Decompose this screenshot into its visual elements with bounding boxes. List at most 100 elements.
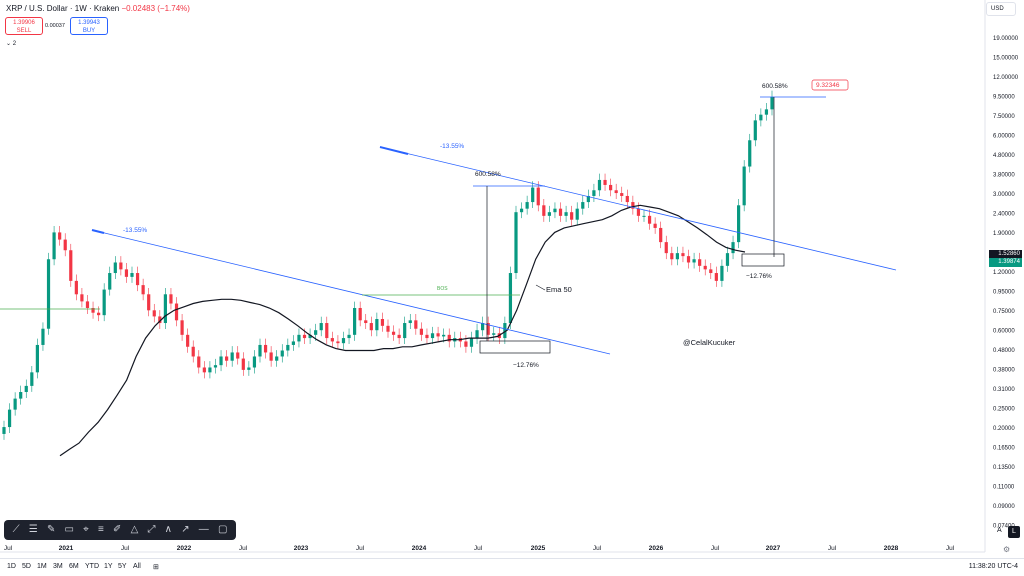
candle-body	[124, 269, 129, 277]
timeframe-all[interactable]: All	[133, 563, 141, 570]
candle-body	[2, 427, 6, 434]
trend-line-icon[interactable]: ⟋	[12, 524, 20, 535]
y-tick-label: 3.00000	[993, 192, 1015, 198]
x-tick-label: 2022	[177, 545, 192, 552]
candle-body	[742, 166, 746, 206]
target-price-label: 9.32346	[816, 82, 840, 89]
candle-body	[24, 385, 28, 393]
candle-body	[653, 223, 657, 228]
hline-icon[interactable]: —	[198, 524, 209, 535]
candle-body	[419, 328, 423, 335]
arrow-icon[interactable]: ↗	[181, 524, 190, 535]
shapes-icon[interactable]: △	[130, 524, 139, 535]
indicators-toggle[interactable]: ⌄ 2	[6, 40, 16, 47]
candle-body	[97, 312, 101, 316]
line-icon[interactable]: ∧	[164, 524, 172, 535]
candle-body	[152, 310, 156, 317]
rect-icon[interactable]: ▢	[217, 524, 228, 535]
candle-body	[592, 190, 596, 196]
candle-body	[213, 365, 218, 368]
fib-icon[interactable]: ☰	[28, 524, 38, 535]
clock: 11:38:20 UTC-4	[968, 563, 1018, 570]
timeframe-1y[interactable]: 1Y	[104, 563, 113, 570]
candle-body	[681, 253, 685, 257]
sell-button[interactable]: 1.39906 SELL	[5, 17, 43, 35]
trendline-upper-anchor	[379, 146, 409, 155]
candle-body	[486, 323, 490, 335]
timeframe-5y[interactable]: 5Y	[118, 563, 127, 570]
candle-body	[30, 372, 34, 386]
candle-body	[74, 280, 78, 295]
currency-button[interactable]: USD	[986, 2, 1016, 16]
y-tick-label: 3.80000	[993, 173, 1015, 179]
x-tick-label: Jul	[121, 545, 130, 552]
pattern-icon[interactable]: ⌖	[83, 524, 89, 535]
candle-body	[397, 334, 401, 339]
measure-icon[interactable]: ✐	[113, 524, 122, 535]
candle-body	[531, 187, 535, 203]
x-tick-label: Jul	[593, 545, 602, 552]
timeframe-1d[interactable]: 1D	[7, 563, 16, 570]
candle-body	[636, 208, 641, 216]
candle-body	[341, 338, 346, 344]
buy-price: 1.39943	[78, 20, 100, 26]
candle-body	[503, 323, 507, 339]
text-icon[interactable]: ▭	[64, 524, 74, 535]
candle-body	[364, 320, 368, 324]
candle-body	[258, 344, 262, 357]
timeframe-1m[interactable]: 1M	[37, 563, 47, 570]
timeframe-5d[interactable]: 5D	[22, 563, 31, 570]
candle-body	[108, 273, 112, 290]
candle-body	[135, 273, 140, 286]
candle-body	[542, 205, 546, 216]
settings-icon[interactable]: ⚙	[1003, 545, 1011, 554]
chart-area[interactable]: -13.55% -13.55% BOS 600.58% −12.76% 600.58% 9.…	[0, 0, 1019, 553]
candle-body	[119, 262, 123, 270]
ema-label: Ema 50	[546, 285, 572, 294]
x-tick-label: Jul	[239, 545, 248, 552]
x-tick-label: 2027	[766, 545, 781, 552]
candle-body	[35, 344, 39, 373]
candle-body	[169, 294, 173, 304]
y-tick-label: 0.20000	[993, 426, 1015, 432]
candle-body	[631, 202, 635, 209]
candle-body	[614, 190, 618, 194]
price-label-upper: 1.52860	[989, 250, 1022, 259]
candle-body	[447, 334, 451, 342]
measure-up-label-1: 600.58%	[475, 171, 501, 178]
buy-button[interactable]: 1.39943 BUY	[70, 17, 108, 35]
timeframe-6m[interactable]: 6M	[69, 563, 79, 570]
calendar-icon[interactable]: ⊞	[153, 564, 159, 571]
y-tick-label: 0.13500	[993, 465, 1015, 471]
candle-body	[603, 179, 607, 185]
bos-label: BOS	[437, 286, 448, 292]
candle-body	[664, 242, 668, 254]
candle-body	[698, 259, 702, 266]
chevron-down-icon: ⌄	[6, 41, 12, 47]
x-tick-label: Jul	[356, 545, 365, 552]
candle-body	[41, 328, 45, 345]
path-icon[interactable]: ⤢	[147, 524, 156, 535]
forecast-icon[interactable]: ≡	[97, 524, 104, 535]
timeframe-ytd[interactable]: YTD	[85, 563, 99, 570]
candle-body	[475, 330, 479, 339]
brush-icon[interactable]: ✎	[46, 524, 56, 535]
candle-body	[714, 273, 718, 281]
candle-body	[408, 320, 412, 324]
candle-body	[58, 232, 62, 240]
log-scale-toggle[interactable]: L	[1008, 526, 1020, 538]
auto-scale-toggle[interactable]: A	[997, 527, 1002, 534]
candle-body	[703, 265, 707, 270]
candle-body	[241, 358, 245, 370]
timeframe-3m[interactable]: 3M	[53, 563, 63, 570]
trendline-lower-anchor	[91, 229, 105, 234]
x-tick-label: Jul	[474, 545, 483, 552]
x-tick-label: Jul	[946, 545, 955, 552]
candle-body	[286, 344, 290, 351]
candle-body	[7, 409, 12, 428]
candle-body	[492, 333, 496, 335]
candle-body	[642, 215, 646, 217]
candle-body	[113, 262, 117, 274]
candle-body	[102, 289, 106, 316]
